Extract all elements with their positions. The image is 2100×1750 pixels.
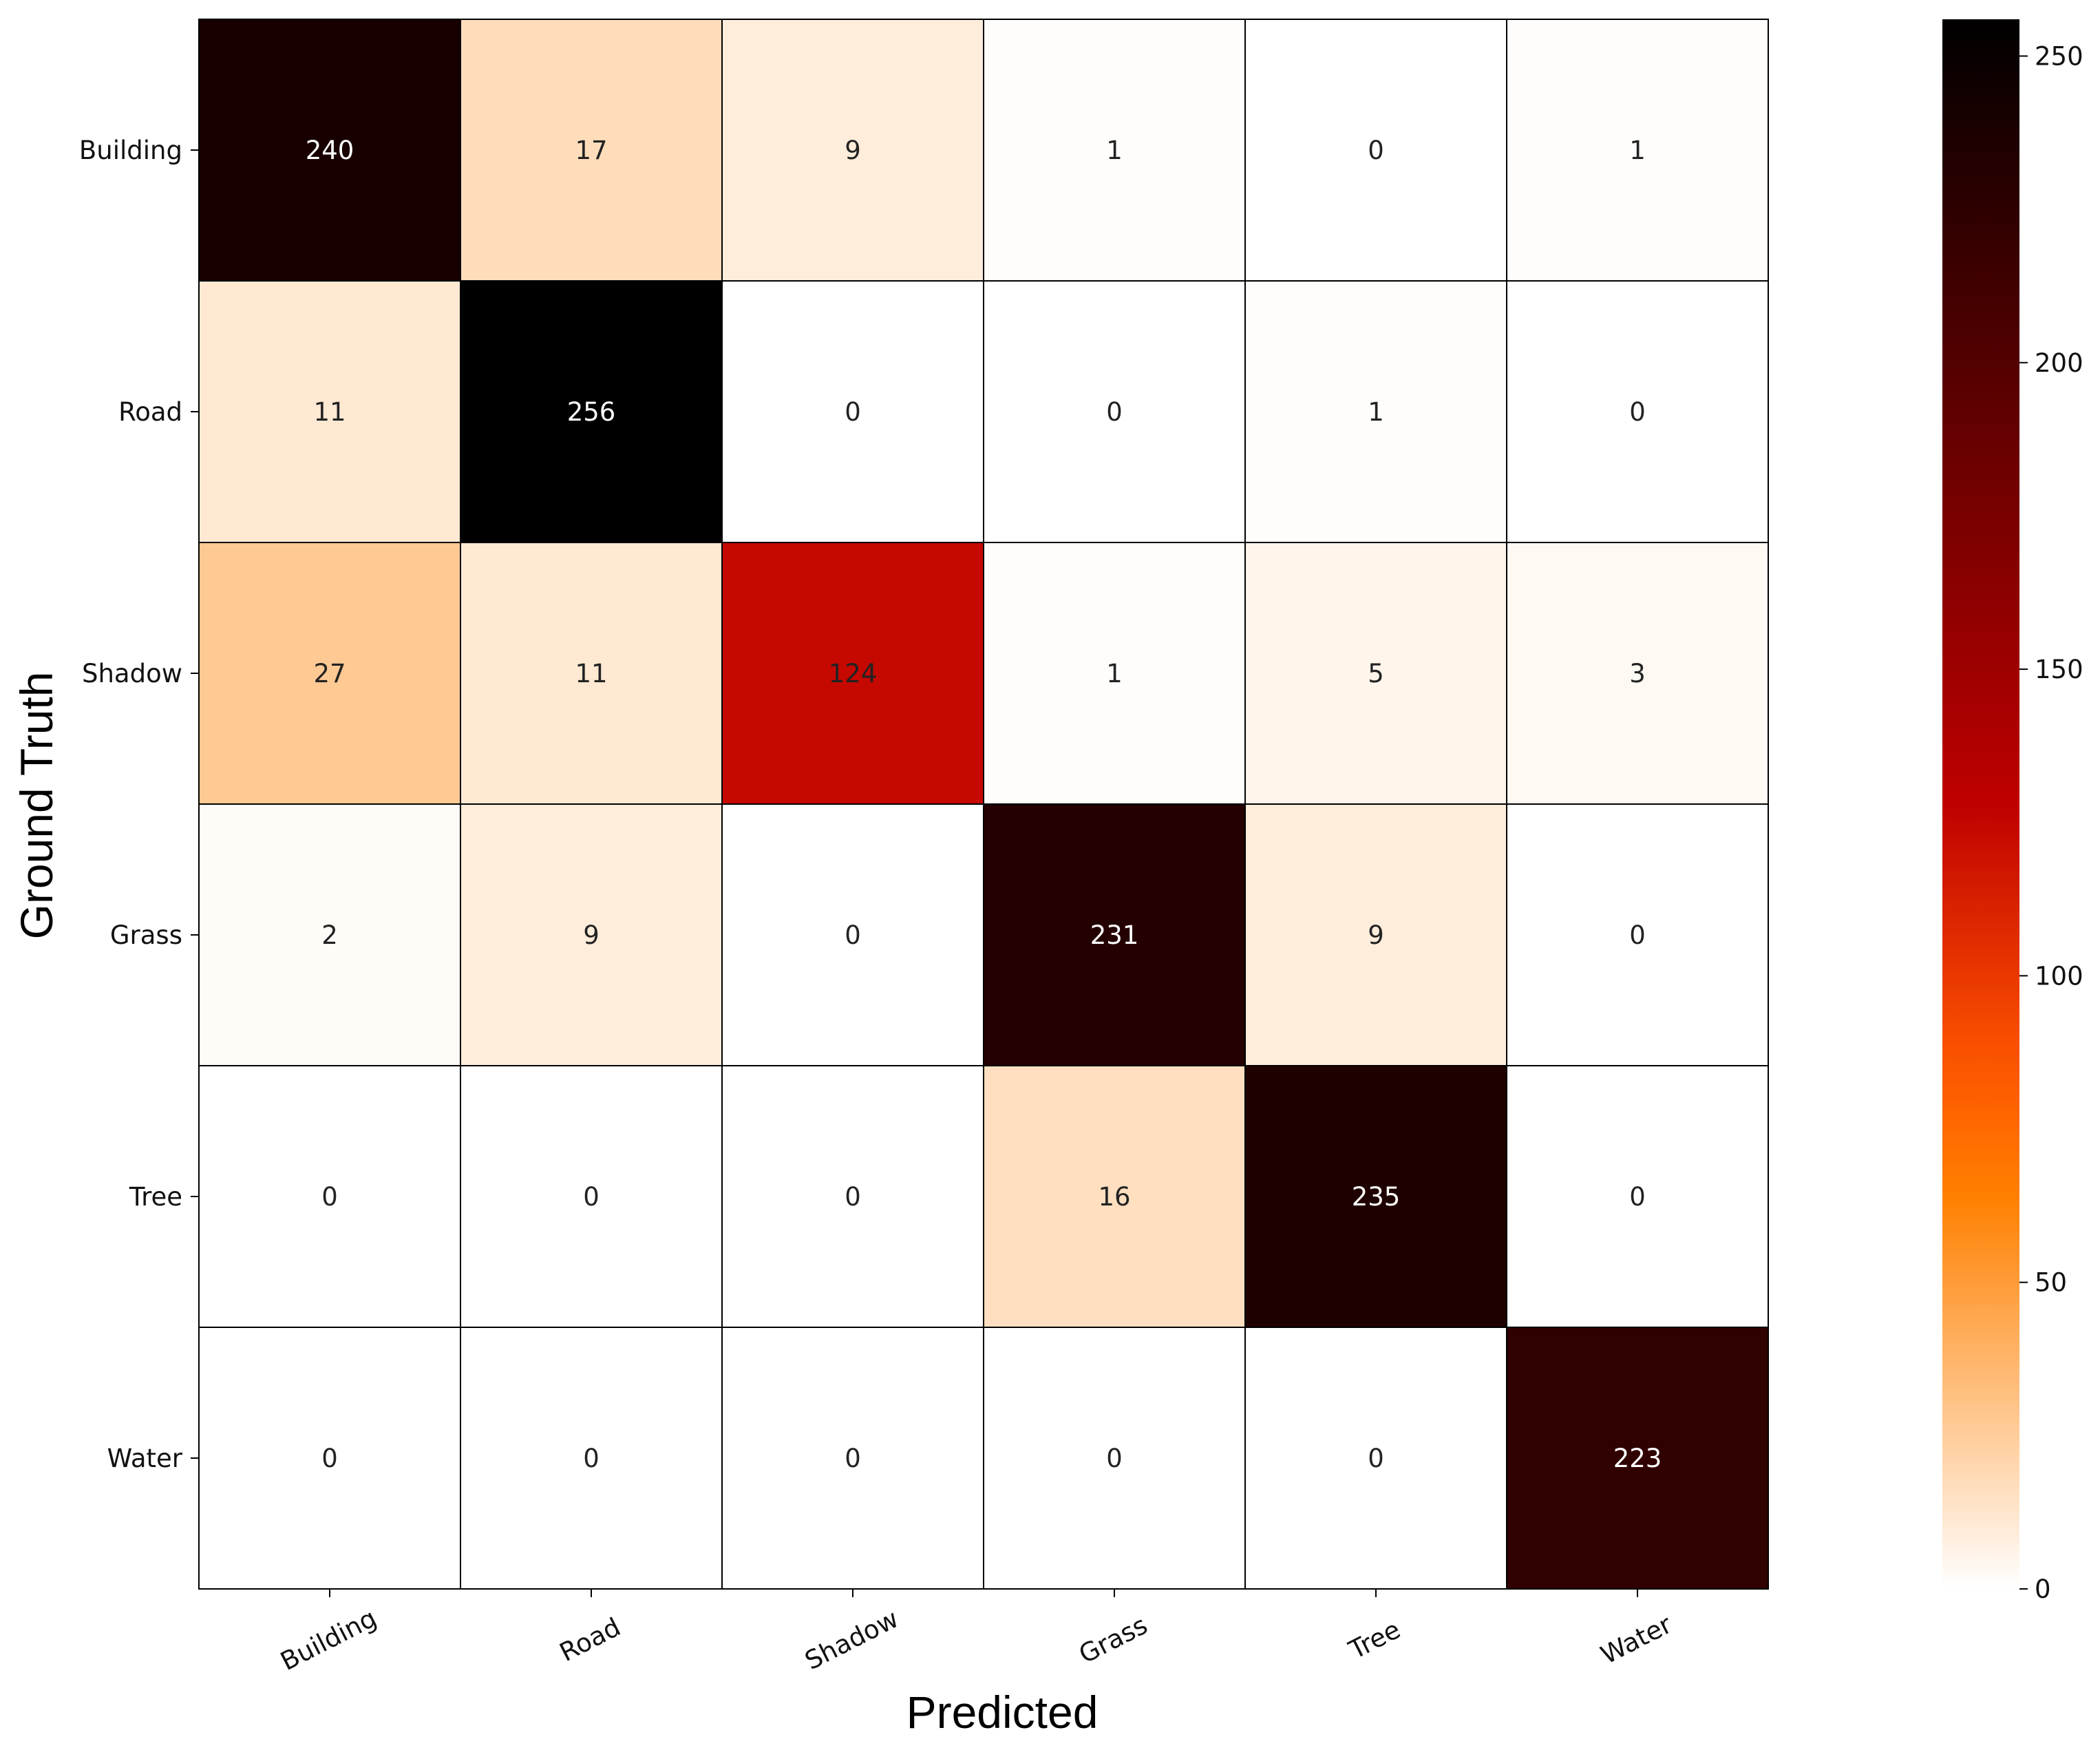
heatmap-cell [460, 803, 723, 1066]
heatmap-cell [198, 280, 461, 543]
x-tick-label: Building [276, 1603, 381, 1676]
cell-value-label: 0 [845, 920, 861, 950]
y-tick-label: Tree [129, 1182, 182, 1212]
heatmap-cell [983, 19, 1246, 282]
cell-value-label: 0 [1368, 1444, 1384, 1473]
cell-value-label: 11 [313, 397, 346, 427]
heatmap-cell-labels: 240 17 9 1 0 111 256 0 0 1 027 11 124 1 5 32 9 0 231 9 00 0 0 1… [306, 136, 1662, 1473]
x-axis-title: Predicted [906, 1687, 1099, 1738]
heatmap-cell [1244, 803, 1507, 1066]
heatmap-cell [460, 19, 723, 282]
x-tick-label: Road [555, 1612, 625, 1667]
cell-value-label: 0 [583, 1182, 600, 1212]
cell-value-label: 0 [583, 1444, 600, 1473]
heatmap-cell [1506, 280, 1769, 543]
cell-value-label: 256 [567, 397, 616, 427]
cell-value-label: 2 [321, 920, 338, 950]
x-axis-ticks: Building Road Shadow Grass Tree Water [276, 1589, 1677, 1676]
cell-value-label: 0 [1106, 397, 1123, 427]
cell-value-label: 1 [1629, 136, 1646, 165]
x-tick-label: Shadow [800, 1604, 904, 1676]
heatmap-cell [198, 542, 461, 805]
cell-value-label: 0 [845, 1444, 861, 1473]
heatmap-cell [721, 542, 984, 805]
colorbar: 0 50 100 150 200 250 [1942, 19, 2083, 1604]
cell-value-label: 0 [321, 1182, 338, 1212]
heatmap-cell [198, 1327, 461, 1590]
heatmap-cell [1244, 1327, 1507, 1590]
cell-value-label: 0 [1106, 1444, 1123, 1473]
heatmap-cell [460, 1065, 723, 1328]
cell-value-label: 1 [1106, 136, 1123, 165]
heatmap-cells [198, 19, 1769, 1590]
colorbar-ticks: 0 50 100 150 200 250 [2019, 41, 2083, 1604]
heatmap-cell [983, 803, 1246, 1066]
y-axis-title: Ground Truth [11, 672, 62, 940]
heatmap-cell [983, 1327, 1246, 1590]
heatmap-cell [1244, 19, 1507, 282]
cell-value-label: 0 [845, 1182, 861, 1212]
cell-value-label: 17 [575, 136, 607, 165]
colorbar-tick-label: 50 [2035, 1268, 2067, 1298]
cell-value-label: 235 [1352, 1182, 1401, 1212]
heatmap-cell [1506, 1065, 1769, 1328]
cell-value-label: 0 [321, 1444, 338, 1473]
heatmap-cell [721, 803, 984, 1066]
cell-value-label: 27 [313, 659, 346, 688]
heatmap-cell [721, 19, 984, 282]
cell-value-label: 3 [1629, 659, 1646, 688]
y-tick-label: Water [107, 1444, 183, 1473]
y-tick-label: Shadow [82, 659, 182, 688]
cell-value-label: 231 [1090, 920, 1139, 950]
cell-value-label: 223 [1613, 1444, 1662, 1473]
heatmap-cell [1506, 803, 1769, 1066]
heatmap-cell [1506, 19, 1769, 282]
colorbar-tick-label: 0 [2035, 1574, 2051, 1604]
heatmap-cell [460, 542, 723, 805]
cell-value-label: 0 [1629, 1182, 1646, 1212]
colorbar-gradient [1942, 19, 2019, 1589]
cell-value-label: 124 [829, 659, 878, 688]
heatmap-cell [460, 280, 723, 543]
heatmap-cell [198, 1065, 461, 1328]
heatmap-cell [198, 19, 461, 282]
heatmap-cell [1506, 1327, 1769, 1590]
colorbar-tick-label: 100 [2035, 961, 2083, 991]
cell-value-label: 0 [1629, 920, 1646, 950]
colorbar-tick-label: 150 [2035, 655, 2083, 684]
cell-value-label: 0 [1629, 397, 1646, 427]
heatmap-cell [983, 1065, 1246, 1328]
heatmap-cell [983, 542, 1246, 805]
cell-value-label: 1 [1106, 659, 1123, 688]
y-tick-label: Road [118, 397, 182, 427]
cell-value-label: 1 [1368, 397, 1384, 427]
cell-value-label: 16 [1098, 1182, 1130, 1212]
cell-value-label: 240 [306, 136, 354, 165]
cell-value-label: 9 [583, 920, 600, 950]
y-axis-ticks: Building Road Shadow Grass Tree Water [79, 136, 199, 1473]
cell-value-label: 11 [575, 659, 607, 688]
cell-value-label: 9 [1368, 920, 1384, 950]
cell-value-label: 0 [1368, 136, 1384, 165]
cell-value-label: 5 [1368, 659, 1384, 688]
heatmap-cell [1244, 1065, 1507, 1328]
y-tick-label: Building [79, 136, 182, 165]
cell-value-label: 9 [845, 136, 861, 165]
heatmap-cell [1506, 542, 1769, 805]
heatmap-cell [198, 803, 461, 1066]
y-tick-label: Grass [110, 920, 182, 950]
x-tick-label: Tree [1344, 1614, 1405, 1665]
x-tick-label: Water [1596, 1610, 1677, 1670]
x-tick-label: Grass [1074, 1610, 1152, 1669]
heatmap-cell [1244, 542, 1507, 805]
heatmap-cell [983, 280, 1246, 543]
colorbar-tick-label: 200 [2035, 348, 2083, 378]
colorbar-tick-label: 250 [2035, 41, 2083, 71]
cell-value-label: 0 [845, 397, 861, 427]
heatmap-cell [721, 1065, 984, 1328]
